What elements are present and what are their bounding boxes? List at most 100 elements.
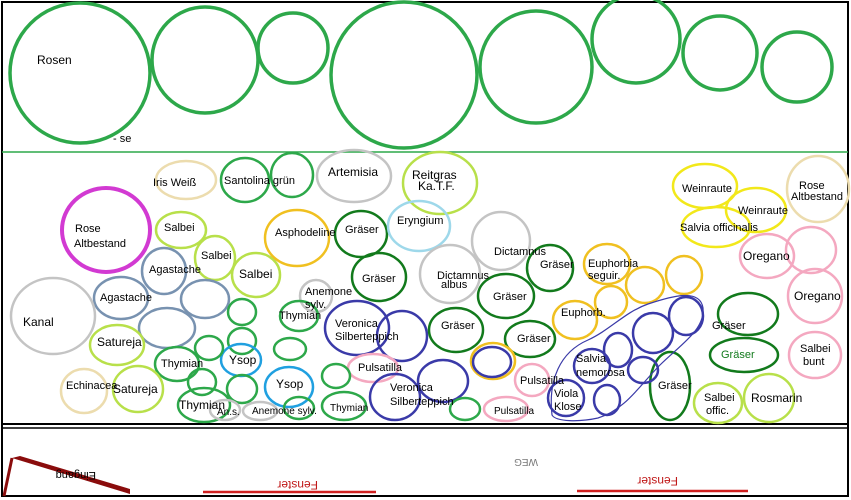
- iris-circle: [154, 159, 218, 201]
- label-pulsatilla-2: Pulsatilla: [520, 375, 565, 387]
- label-weinraute-2: Weinraute: [738, 205, 788, 217]
- label-rosmarin: Rosmarin: [751, 391, 802, 405]
- label-agastache-2: Agastache: [100, 292, 152, 304]
- rose-circle-2: [150, 5, 260, 115]
- label-rose-alt-left-2: Altbestand: [74, 238, 126, 250]
- label-thymian-1: Thymian: [279, 310, 321, 322]
- small-green-1: [226, 297, 258, 327]
- label-salbei-bunt-2: bunt: [803, 356, 824, 368]
- rose-circle-6: [590, 0, 682, 85]
- euphorbia-circle-5: [551, 299, 599, 341]
- label-dictamnus-1: Dictamnus: [494, 246, 546, 258]
- anemone-circle-1: [298, 278, 334, 314]
- weinraute-circle-2: [724, 186, 788, 234]
- label-salbei-bunt-1: Salbei: [800, 343, 831, 355]
- label-anemone-1b: sylv.: [305, 299, 326, 311]
- label-rose-alt-right-2: Altbestand: [791, 191, 843, 203]
- graeser-circle-7: [716, 291, 780, 337]
- label-rose-alt-right-1: Rose: [799, 180, 825, 192]
- santolina-circle: [219, 156, 271, 204]
- label-graeser-9: Gräser: [658, 380, 692, 392]
- label-agastache-1: Agastache: [149, 264, 201, 276]
- blue-circle-1: [631, 311, 675, 355]
- label-eryngium: Eryngium: [397, 215, 443, 227]
- dictamnus-circle-1: [470, 210, 532, 272]
- label-eingang: Eingang: [56, 469, 96, 481]
- label-satureja-1: Satureja: [97, 335, 142, 349]
- label-euphorbia-1a: Euphorbia: [588, 258, 639, 270]
- agastache-circle-4: [137, 306, 197, 350]
- veronica-circle-2: [368, 372, 422, 422]
- graeser-circle-2: [525, 243, 575, 293]
- euphorbia-circle-3: [664, 254, 704, 296]
- blue-circle-2: [667, 295, 705, 337]
- rosmarin-circle: [742, 372, 796, 424]
- euphorbia-circle-4: [593, 284, 629, 320]
- label-veronica-2b: Silberteppich: [390, 396, 454, 408]
- yellow-small-circle: [469, 341, 517, 381]
- salbei-off-circle: [692, 381, 744, 425]
- eingang-door-edge: [2, 457, 14, 497]
- label-echinacea: Echinacea: [66, 380, 118, 392]
- label-graeser-7: Gräser: [712, 320, 746, 332]
- satureja-circle-2: [111, 364, 165, 414]
- label-pulsatilla-1: Pulsatilla: [358, 362, 403, 374]
- label-veronica-2a: Veronica: [390, 382, 434, 394]
- label-santolina: Santolina grün: [224, 175, 295, 187]
- label-thymian-3: Thymian: [179, 398, 225, 412]
- salbei-bunt-circle: [787, 330, 843, 380]
- label-salbei-off-1: Salbei: [704, 392, 735, 404]
- label-salvia-nemorosa-2: nemorosa: [576, 367, 626, 379]
- label-euphorbia-2: Euphorb.: [561, 307, 606, 319]
- label-graeser-4: Gräser: [493, 291, 527, 303]
- pulsatilla-circle-2: [513, 362, 551, 398]
- label-viola-1: Viola: [554, 388, 579, 400]
- label-salvia-officinalis: Salvia officinalis: [680, 222, 759, 234]
- label-salbei-1: Salbei: [164, 222, 195, 234]
- viola-circle: [546, 378, 586, 418]
- graeser-circle-3: [350, 251, 408, 303]
- rose-circle-8: [760, 30, 834, 104]
- rose-circle-1: [8, 1, 152, 145]
- small-green-5: [186, 367, 218, 397]
- label-ysop-1: Ysop: [229, 353, 257, 367]
- label-graeser-1: Gräser: [345, 224, 379, 236]
- pulsatilla-circle-3: [482, 395, 530, 423]
- small-green-8: [282, 395, 316, 421]
- label-graeser-2: Gräser: [540, 259, 574, 271]
- thymian-circle-4: [320, 390, 368, 422]
- small-green-3: [272, 336, 308, 362]
- blue-small-circle: [471, 345, 513, 379]
- satureja-circle-1: [88, 323, 146, 367]
- euphorbia-circle-1: [582, 242, 632, 286]
- echinacea-circle: [59, 367, 109, 415]
- rose-alt-left-circle: [60, 186, 152, 274]
- oregano-circle-1: [738, 232, 796, 280]
- label-ysop-2: Ysop: [276, 377, 304, 391]
- label-oregano-2: Oregano: [794, 289, 841, 303]
- rose-alt-right-circle: [785, 154, 851, 224]
- reitgras-circle: [401, 150, 479, 216]
- label-hse: - se: [113, 133, 131, 145]
- label-thymian-2: Thymian: [161, 358, 203, 370]
- label-viola-2: Klose: [554, 401, 582, 413]
- label-graeser-6: Gräser: [517, 333, 551, 345]
- blue-circle-6: [592, 383, 622, 417]
- label-salvia-nemorosa-1: Salvia: [576, 353, 607, 365]
- label-euphorbia-1b: seguir.: [588, 270, 620, 282]
- agastache-circle-1: [140, 246, 188, 296]
- label-dictamnus-2b: albus: [441, 279, 468, 291]
- label-artemisia: Artemisia: [328, 165, 378, 179]
- graeser-circle-1: [333, 209, 389, 259]
- dictamnus-circle-2: [418, 243, 482, 305]
- label-pulsatilla-3: Pulsatilla: [494, 406, 534, 417]
- rose-row: [8, 0, 834, 150]
- label-weinraute-1: Weinraute: [682, 183, 732, 195]
- label-graeser-8: Gräser: [721, 349, 755, 361]
- small-green-7: [320, 362, 352, 390]
- salvia-outline: [550, 294, 704, 422]
- salbei-circle-1: [154, 210, 208, 250]
- veronica-circle-1: [323, 299, 391, 357]
